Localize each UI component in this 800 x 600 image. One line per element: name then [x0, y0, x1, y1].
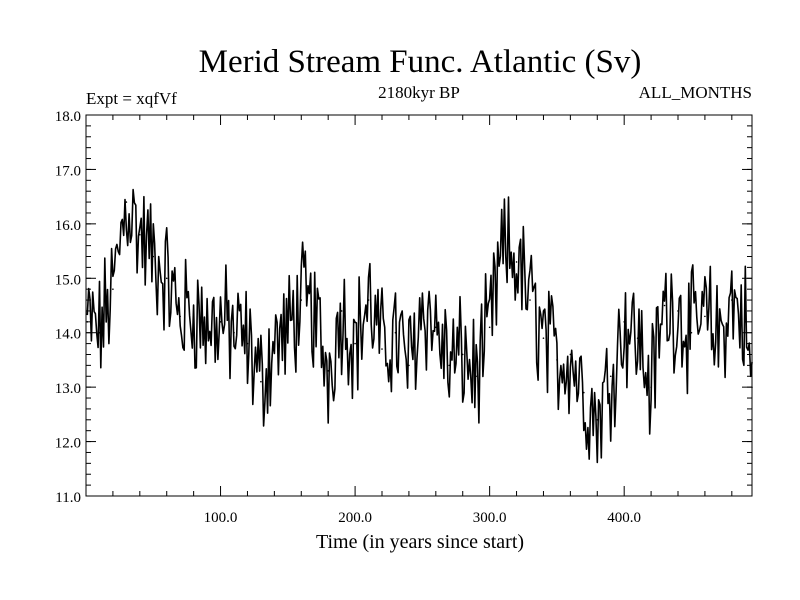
series-line — [86, 188, 753, 464]
data-point — [408, 364, 410, 367]
data-point — [663, 304, 666, 307]
y-tick-label: 14.0 — [55, 327, 81, 343]
data-point — [287, 331, 289, 334]
data-point — [583, 391, 585, 394]
data-point — [367, 299, 370, 301]
y-tick-label: 15.0 — [55, 272, 81, 288]
data-point — [165, 277, 168, 280]
y-tick-label: 11.0 — [55, 490, 81, 506]
data-point — [86, 321, 89, 323]
data-point — [502, 250, 504, 252]
y-tick-label: 16.0 — [55, 218, 81, 234]
data-point — [340, 310, 343, 312]
y-tick-label: 13.0 — [55, 381, 81, 397]
plot-frame — [85, 114, 753, 497]
data-point — [636, 337, 639, 339]
chart-title: Merid Stream Func. Atlantic (Sv) — [199, 44, 642, 80]
data-point — [677, 310, 679, 312]
data-point — [327, 370, 329, 372]
data-point — [529, 299, 531, 301]
data-point — [206, 326, 208, 329]
data-point — [381, 348, 383, 350]
data-point — [542, 337, 545, 339]
data-point — [421, 304, 424, 307]
data-point — [448, 364, 451, 367]
plot-area: 11.0 12.0 13.0 14.0 15.0 16.0 17.0 18.0 100.0 200… — [55, 109, 753, 526]
data-point — [435, 326, 437, 329]
data-point — [313, 315, 316, 318]
x-tick-label: 300.0 — [473, 510, 507, 526]
data-point — [475, 375, 477, 378]
subtitle-center: 2180kyr BP — [378, 83, 460, 102]
data-point — [246, 342, 249, 345]
data-point — [152, 255, 155, 258]
data-point — [139, 233, 141, 236]
data-point — [461, 353, 464, 356]
data-point — [300, 299, 303, 301]
x-tick-label: 400.0 — [607, 510, 641, 526]
y-tick-label: 12.0 — [55, 436, 81, 452]
data-point — [744, 321, 747, 323]
data-point — [260, 380, 262, 383]
data-point — [179, 315, 181, 318]
data-point — [273, 342, 276, 345]
data-point — [219, 321, 222, 323]
data-point — [192, 310, 195, 312]
data-point — [98, 331, 101, 334]
data-point — [233, 331, 235, 334]
data-point — [515, 261, 518, 263]
data-point — [596, 419, 599, 421]
data-point — [717, 337, 720, 339]
y-tick-label: 17.0 — [55, 163, 81, 179]
data-point — [690, 331, 693, 334]
x-tick-label: 100.0 — [204, 510, 238, 526]
x-tick-label: 200.0 — [338, 510, 372, 526]
data-point — [704, 315, 706, 318]
subtitle-left: Expt = xqfVf — [86, 89, 177, 108]
data-point — [394, 331, 397, 334]
data-point — [354, 342, 356, 345]
data-point — [112, 288, 114, 290]
data-point — [488, 326, 491, 329]
data-point — [623, 321, 625, 323]
data-point — [650, 386, 652, 388]
data-point — [609, 375, 612, 378]
data-point — [569, 353, 572, 356]
data-point — [125, 201, 128, 203]
subtitle-right: ALL_MONTHS — [639, 83, 752, 102]
y-tick-label: 18.0 — [55, 109, 81, 125]
data-point — [731, 299, 733, 301]
data-point — [556, 359, 558, 361]
x-axis-label: Time (in years since start) — [316, 531, 524, 553]
